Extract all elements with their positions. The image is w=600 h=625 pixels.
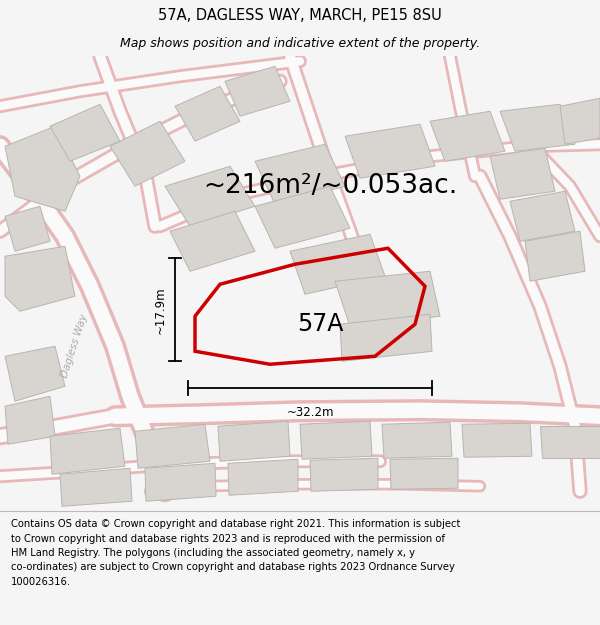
Polygon shape xyxy=(500,104,575,151)
Polygon shape xyxy=(510,191,575,241)
Polygon shape xyxy=(50,104,120,161)
Polygon shape xyxy=(255,144,345,204)
Polygon shape xyxy=(5,346,65,401)
Polygon shape xyxy=(540,426,600,458)
Polygon shape xyxy=(340,314,432,361)
Polygon shape xyxy=(290,234,385,294)
Polygon shape xyxy=(345,124,435,178)
Polygon shape xyxy=(382,422,452,458)
Polygon shape xyxy=(335,271,440,326)
Text: ~216m²/~0.053ac.: ~216m²/~0.053ac. xyxy=(203,173,457,199)
Text: ~17.9m: ~17.9m xyxy=(154,286,167,334)
Text: 57A, DAGLESS WAY, MARCH, PE15 8SU: 57A, DAGLESS WAY, MARCH, PE15 8SU xyxy=(158,8,442,23)
Polygon shape xyxy=(560,98,600,144)
Text: 57A: 57A xyxy=(297,312,343,336)
Text: Map shows position and indicative extent of the property.: Map shows position and indicative extent… xyxy=(120,38,480,51)
Polygon shape xyxy=(430,111,505,161)
Polygon shape xyxy=(110,121,185,186)
Polygon shape xyxy=(50,428,125,474)
Polygon shape xyxy=(5,246,75,311)
Polygon shape xyxy=(175,86,240,141)
Polygon shape xyxy=(5,206,50,251)
Text: ~32.2m: ~32.2m xyxy=(286,406,334,419)
Polygon shape xyxy=(135,424,210,468)
Polygon shape xyxy=(310,458,378,491)
Text: Contains OS data © Crown copyright and database right 2021. This information is : Contains OS data © Crown copyright and d… xyxy=(11,519,460,587)
Polygon shape xyxy=(218,421,290,461)
Polygon shape xyxy=(228,459,298,495)
Polygon shape xyxy=(170,211,255,271)
Polygon shape xyxy=(490,148,555,199)
Polygon shape xyxy=(390,458,458,489)
Text: Dagless Way: Dagless Way xyxy=(60,313,90,379)
Polygon shape xyxy=(525,231,585,281)
Polygon shape xyxy=(5,126,80,211)
Polygon shape xyxy=(225,66,290,116)
Polygon shape xyxy=(255,186,350,248)
Polygon shape xyxy=(5,396,55,444)
Polygon shape xyxy=(300,421,372,459)
Polygon shape xyxy=(165,166,255,226)
Polygon shape xyxy=(145,463,216,501)
Polygon shape xyxy=(462,423,532,458)
Polygon shape xyxy=(60,468,132,506)
